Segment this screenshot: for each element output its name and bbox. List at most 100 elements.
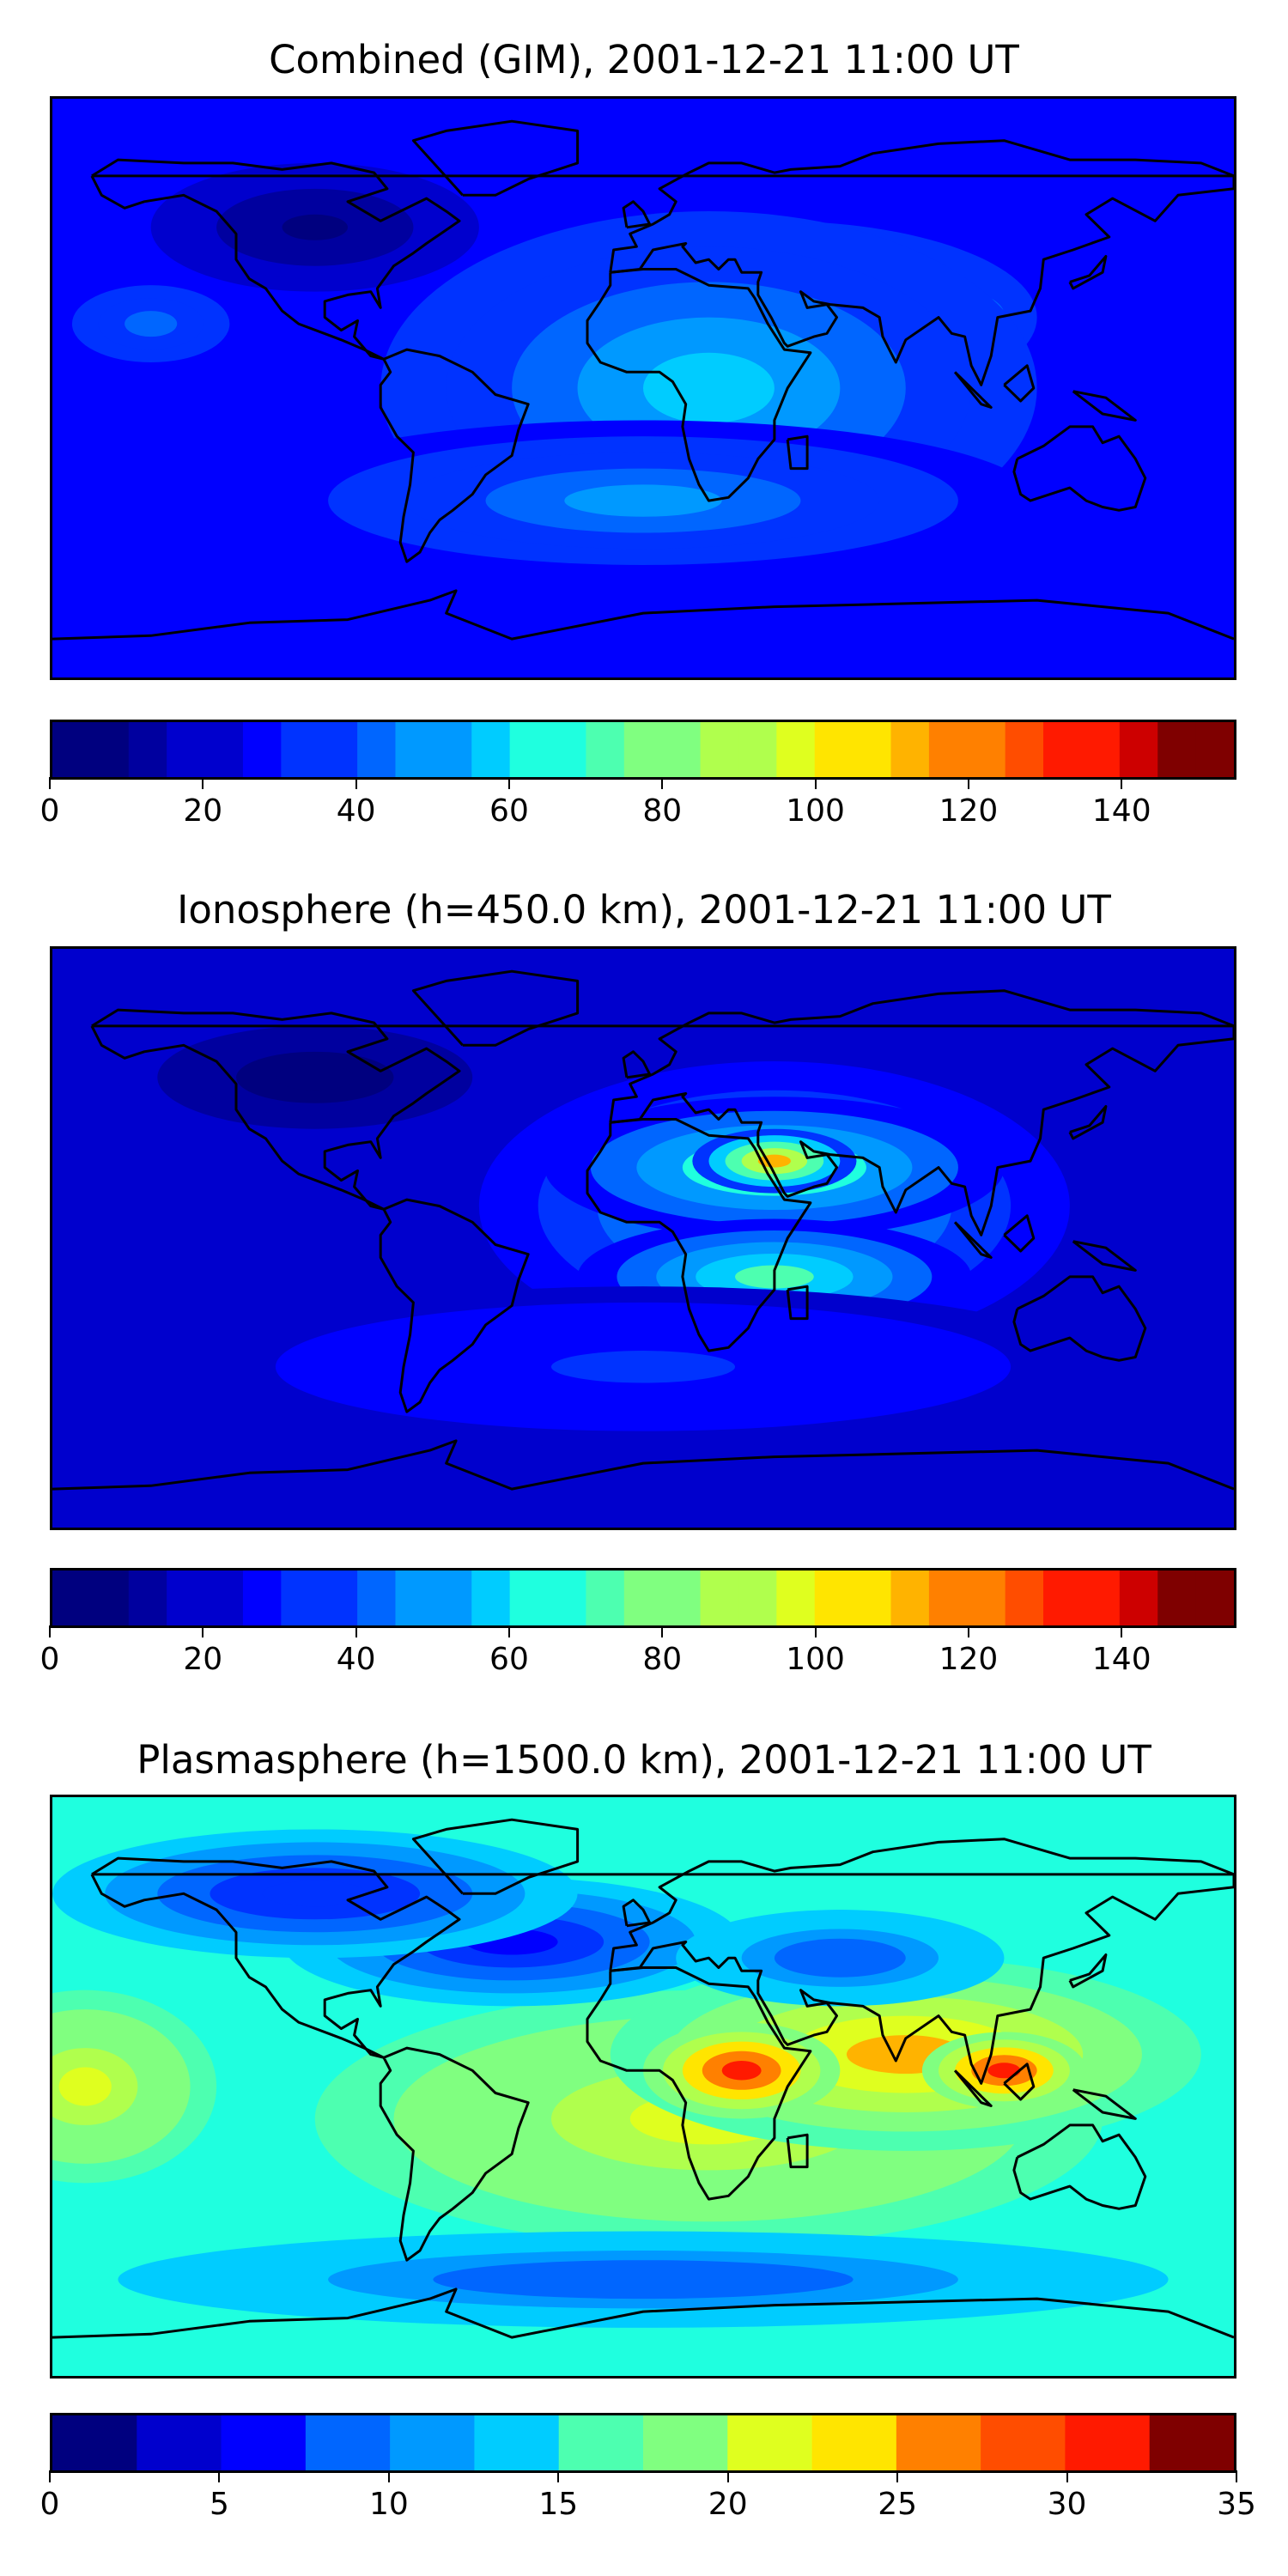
colorbar-segment-30 [1195,722,1234,777]
colorbar-tick [355,777,357,789]
colorbar-segment-10 [433,1571,473,1625]
panel-2-map-svg [52,949,1234,1528]
colorbar-segment-1 [90,722,130,777]
coastline-4 [1012,2123,1147,2210]
coastline-10 [953,1221,993,1259]
colorbar-segment-11 [471,722,511,777]
colorbar-segment-6 [281,1571,320,1625]
coastline-10 [953,2069,993,2107]
colorbar-segment-15 [623,1571,663,1625]
colorbar-segment-6 [558,2415,644,2470]
coastline-12 [1072,2088,1137,2120]
colorbar-segment-4 [204,1571,244,1625]
panel-2-title: Ionosphere (h=450.0 km), 2001-12-21 11:0… [177,887,1111,933]
field-contour-6-4 [262,1880,368,1907]
field-contour-2-4 [721,2061,762,2081]
colorbar-tick-label: 120 [939,1642,999,1677]
colorbar-segment-13 [548,722,587,777]
coastline-5 [411,969,580,1047]
colorbar-segment-23 [928,1571,969,1625]
colorbar-tick [1236,2470,1237,2482]
colorbar-segment-26 [1043,722,1083,777]
colorbar-segment-22 [890,722,930,777]
colorbar-tick [218,2470,221,2482]
colorbar-tick-label: 60 [489,1642,529,1677]
colorbar-segment-10 [896,2415,981,2470]
coastline-10 [953,371,993,409]
colorbar-segment-0 [52,722,92,777]
colorbar-tick-label: 40 [336,793,376,829]
colorbar-segment-9 [395,722,434,777]
coastline-0 [90,1008,461,1211]
colorbar-tick-label: 80 [642,1642,683,1677]
field-contour-6-4 [643,352,775,424]
colorbar-segment-9 [395,1571,434,1625]
coastline-5 [411,1818,580,1895]
coastline-3 [609,139,1234,386]
panel-1-title: Combined (GIM), 2001-12-21 11:00 UT [269,37,1019,82]
coastline-4 [1012,1275,1147,1362]
colorbar-tick-label: 5 [209,2487,229,2522]
colorbar-segment-5 [474,2415,560,2470]
colorbar-segment-0 [52,2415,138,2470]
colorbar-tick-label: 0 [39,2487,60,2522]
field-contour-8-4 [125,311,178,337]
field-contour-9-4 [282,214,348,240]
colorbar-segment-10 [433,722,473,777]
colorbar-tick [967,777,969,789]
colorbar-segment-3 [305,2415,391,2470]
coastline-6 [52,1439,1234,1491]
colorbar-segment-5 [242,1571,283,1625]
colorbar-segment-4 [204,722,244,777]
colorbar-segment-28 [1119,1571,1159,1625]
colorbar-segment-8 [357,722,397,777]
colorbar-segment-14 [586,722,625,777]
panel-3-colorbar-svg [52,2415,1234,2470]
colorbar-tick [557,2470,560,2482]
colorbar-segment-14 [586,1571,625,1625]
coastline-9 [1068,255,1108,290]
panel-3-title: Plasmasphere (h=1500.0 km), 2001-12-21 1… [137,1737,1151,1783]
colorbar-segment-9 [811,2415,897,2470]
colorbar-segment-16 [662,722,702,777]
colorbar-segment-11 [471,1571,511,1625]
colorbar-segment-25 [1005,1571,1044,1625]
colorbar-segment-7 [319,722,358,777]
colorbar-segment-19 [776,1571,816,1625]
coastline-8 [622,1050,652,1079]
field-contour-7-4 [807,1947,873,1968]
colorbar-tick [49,1625,51,1637]
coastline-1 [379,1198,530,1413]
colorbar-segment-1 [90,1571,130,1625]
coastline-9 [1068,1953,1108,1989]
colorbar-tick [1066,2470,1068,2482]
colorbar-tick [814,1625,817,1637]
colorbar-segment-1 [137,2415,222,2470]
colorbar-segment-25 [1005,722,1044,777]
colorbar-tick-label: 80 [642,793,683,829]
coastline-2 [586,268,812,502]
colorbar-tick [1121,777,1123,789]
colorbar-segment-29 [1157,1571,1197,1625]
colorbar-segment-0 [52,1571,92,1625]
colorbar-tick [202,1625,204,1637]
coastline-0 [90,158,461,361]
colorbar-segment-2 [128,1571,167,1625]
colorbar-segment-2 [128,722,167,777]
coastline-7 [786,434,809,471]
colorbar-tick [896,2470,899,2482]
colorbar-segment-27 [1081,722,1121,777]
panel-1-map-svg [52,99,1234,677]
colorbar-tick-label: 30 [1047,2487,1087,2522]
coastline-12 [1072,1240,1137,1272]
colorbar-tick [387,2470,390,2482]
colorbar-segment-18 [738,1571,778,1625]
field-contour-8-4 [538,2269,749,2289]
colorbar-segment-22 [890,1571,930,1625]
colorbar-tick-label: 100 [786,1642,845,1677]
coastline-6 [52,589,1234,641]
colorbar-segment-18 [738,722,778,777]
colorbar-segment-2 [221,2415,307,2470]
colorbar-tick-label: 20 [708,2487,748,2522]
field-contour-3-4 [987,2063,1021,2079]
